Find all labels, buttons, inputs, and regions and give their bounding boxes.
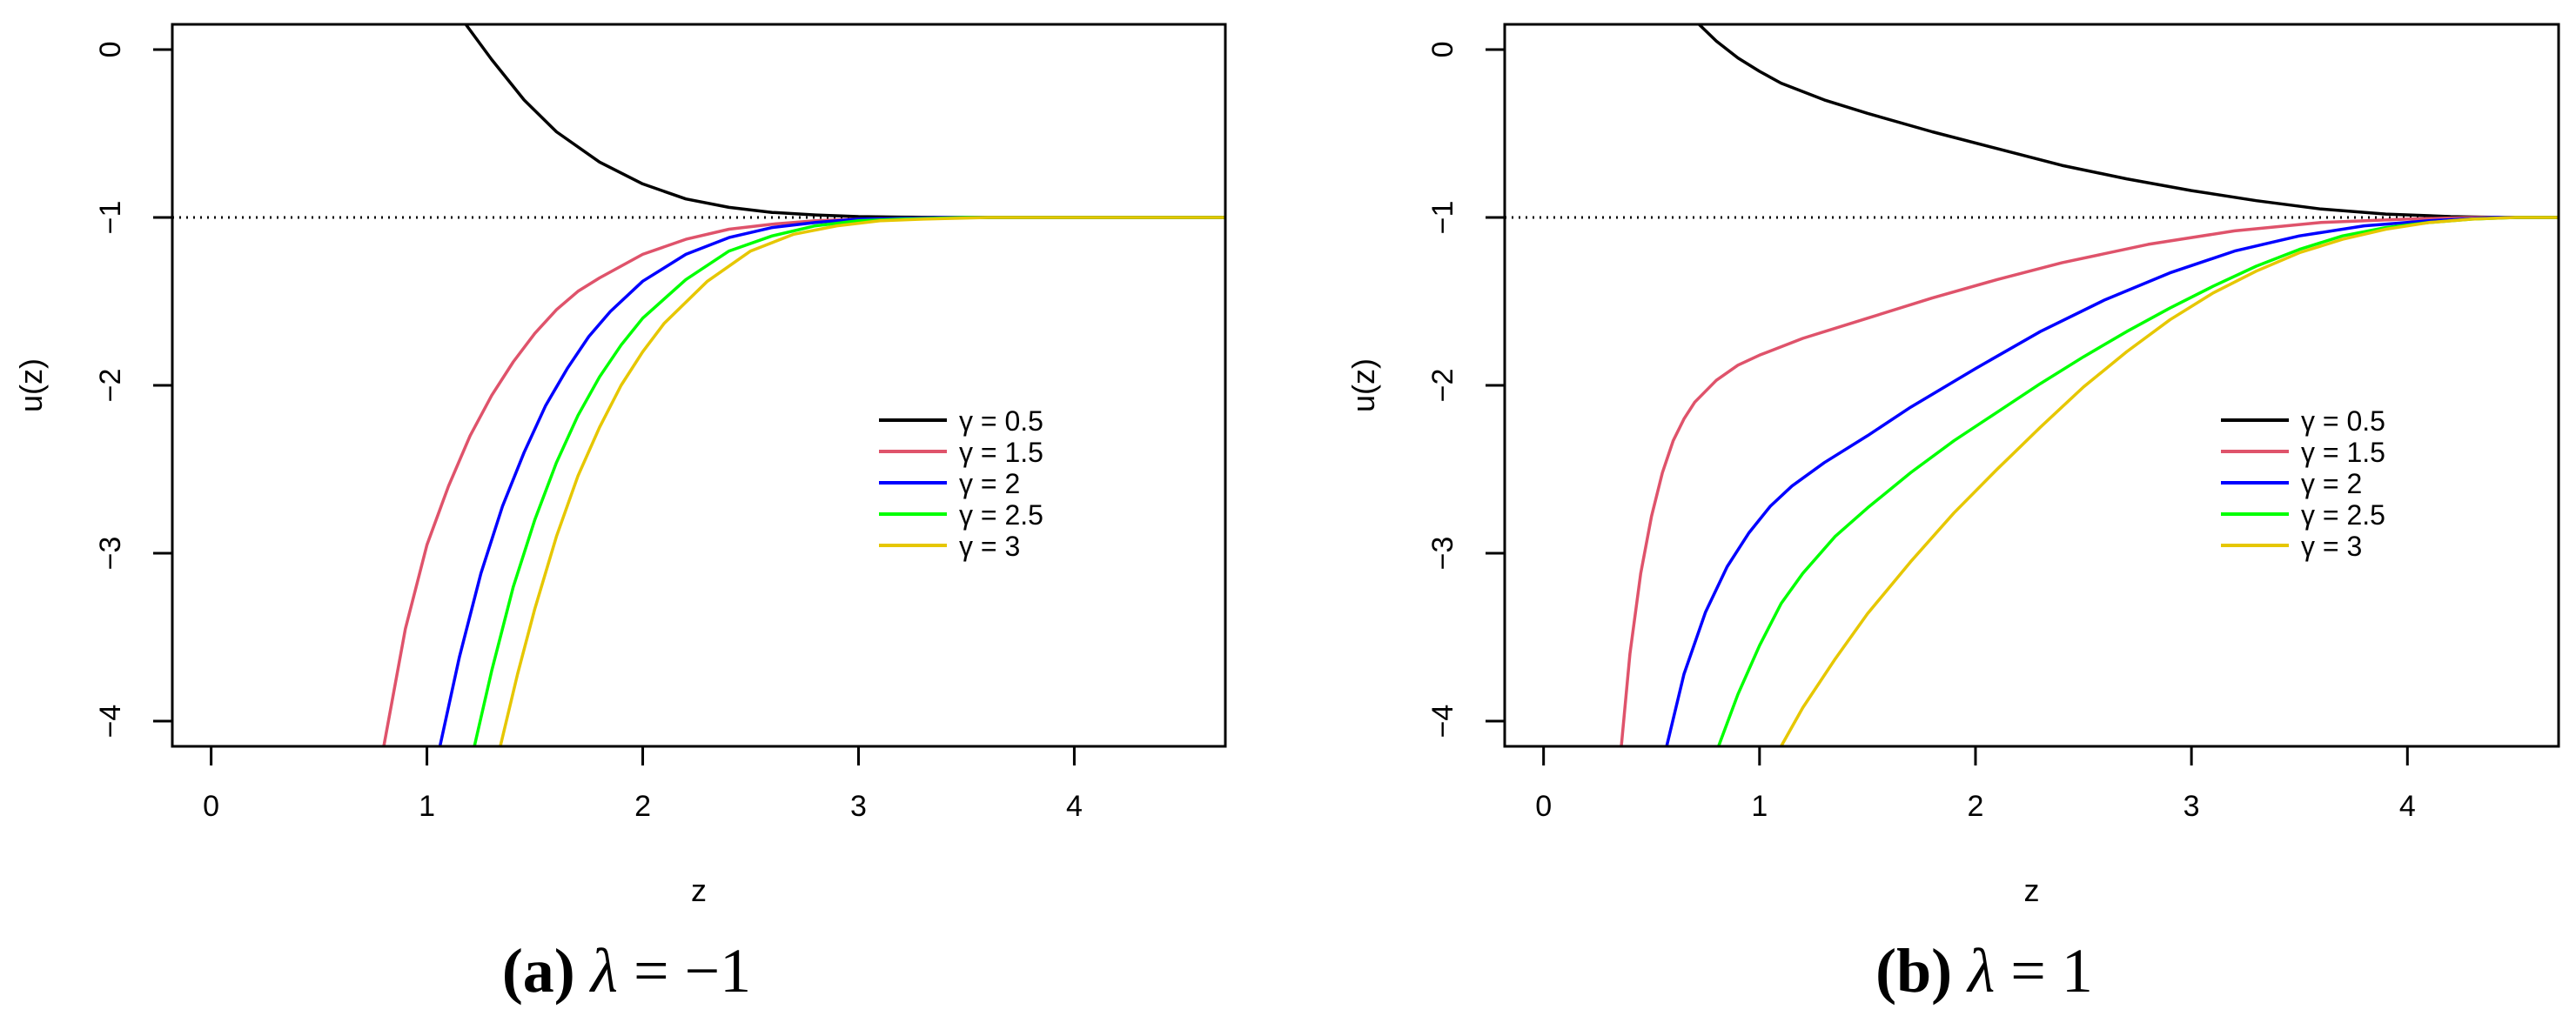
series-line-4 (473, 216, 1225, 746)
panel-a: 0 1 2 3 40−1−2−3−4zu(z)γ = 0.5γ = 1.5γ = 2γ … (13, 23, 1227, 908)
legend: γ = 0.5γ = 1.5γ = 2γ = 2.5γ = 3 (2221, 405, 2385, 562)
x-tick-label: 0 (1535, 790, 1552, 823)
legend-label-3: γ = 2 (959, 468, 1020, 499)
plot-frame (171, 23, 1227, 748)
plot-frame (1503, 23, 2560, 748)
y-tick-label: −4 (94, 705, 127, 739)
caption-b-value: 1 (2061, 936, 2093, 1006)
y-tick-label: 0 (94, 41, 127, 57)
legend-label-1: γ = 0.5 (2301, 405, 2385, 437)
legend-label-3: γ = 2 (2301, 468, 2362, 499)
series-line-3 (1665, 216, 2559, 746)
series-line-2 (1620, 216, 2559, 746)
y-tick-label: 0 (1426, 41, 1459, 57)
series-line-1 (1697, 24, 2559, 219)
x-tick-label: 4 (1066, 790, 1083, 823)
y-tick-label: −3 (94, 537, 127, 571)
legend-label-2: γ = 1.5 (2301, 437, 2385, 468)
legend-label-4: γ = 2.5 (959, 499, 1043, 531)
series-line-5 (499, 216, 1225, 746)
series-line-2 (382, 216, 1225, 746)
caption-b: (b) λ = 1 (1741, 935, 2228, 1031)
series-group-a (382, 24, 1225, 746)
x-tick-label: 0 (203, 790, 219, 823)
series-line-3 (438, 216, 1225, 746)
y-axis-label: u(z) (13, 358, 49, 412)
x-tick-label: 1 (1751, 790, 1768, 823)
legend-label-5: γ = 3 (2301, 531, 2362, 562)
legend: γ = 0.5γ = 1.5γ = 2γ = 2.5γ = 3 (879, 405, 1043, 562)
series-line-5 (1779, 216, 2559, 746)
caption-b-symbol: λ (1968, 936, 1996, 1006)
legend-label-5: γ = 3 (959, 531, 1020, 562)
y-tick-label: −2 (1426, 369, 1459, 403)
x-tick-label: 4 (2399, 790, 2416, 823)
series-group-b (1620, 24, 2559, 746)
y-tick-label: −2 (94, 369, 127, 403)
x-tick-label: 3 (2184, 790, 2200, 823)
legend-label-1: γ = 0.5 (959, 405, 1043, 437)
caption-a-equals: = (617, 936, 685, 1006)
x-tick-label: 2 (1968, 790, 1984, 823)
caption-a-label: (a) (501, 936, 575, 1006)
caption-a-value: −1 (684, 936, 752, 1006)
y-tick-label: −4 (1426, 705, 1459, 739)
legend-label-4: γ = 2.5 (2301, 499, 2385, 531)
y-axis-label: u(z) (1345, 358, 1381, 412)
series-line-1 (464, 24, 1225, 219)
y-tick-label: −1 (94, 201, 127, 235)
panel-b: 0 1 2 3 40−1−2−3−4zu(z)γ = 0.5γ = 1.5γ = 2γ … (1345, 23, 2560, 908)
caption-a-symbol: λ (590, 936, 618, 1006)
series-line-4 (1716, 216, 2559, 746)
x-tick-label: 2 (634, 790, 651, 823)
x-axis-label: z (2024, 872, 2040, 908)
y-tick-label: −3 (1426, 537, 1459, 571)
caption-b-equals: = (1995, 936, 2062, 1006)
x-axis-label: z (691, 872, 707, 908)
y-tick-label: −1 (1426, 201, 1459, 235)
caption-b-label: (b) (1875, 936, 1953, 1006)
x-tick-label: 1 (419, 790, 435, 823)
caption-a: (a) λ = −1 (383, 935, 870, 1031)
x-tick-label: 3 (850, 790, 867, 823)
legend-label-2: γ = 1.5 (959, 437, 1043, 468)
